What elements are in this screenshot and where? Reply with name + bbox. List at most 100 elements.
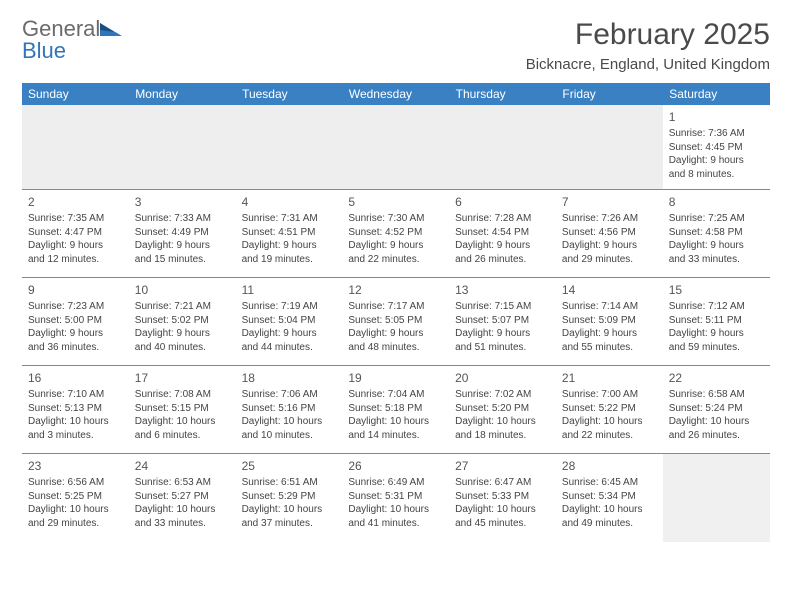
calendar-cell: 12Sunrise: 7:17 AMSunset: 5:05 PMDayligh… xyxy=(342,278,449,366)
dayname-wed: Wednesday xyxy=(342,83,449,105)
day1-text: Daylight: 10 hours xyxy=(135,503,230,517)
sunset-text: Sunset: 5:05 PM xyxy=(348,314,443,328)
calendar-row: 2 Sunrise: 7:35 AMSunset: 4:47 PM Daylight… xyxy=(22,190,770,278)
sunrise-text: Sunrise: 7:00 AM xyxy=(562,388,657,402)
day2-text: and 26 minutes. xyxy=(455,253,550,267)
day-number: 10 xyxy=(135,282,230,298)
calendar-cell: 9Sunrise: 7:23 AMSunset: 5:00 PMDaylight… xyxy=(22,278,129,366)
sunset-text: Sunset: 5:24 PM xyxy=(669,402,764,416)
sunrise-text: Sunrise: 6:51 AM xyxy=(242,476,337,490)
day-number: 20 xyxy=(455,370,550,386)
calendar-cell: 21Sunrise: 7:00 AMSunset: 5:22 PMDayligh… xyxy=(556,366,663,454)
day-number: 5 xyxy=(348,194,443,210)
page-title: February 2025 xyxy=(526,18,770,52)
calendar-cell: 11Sunrise: 7:19 AMSunset: 5:04 PMDayligh… xyxy=(236,278,343,366)
day1-text: Daylight: 10 hours xyxy=(242,503,337,517)
day1-text: Daylight: 9 hours xyxy=(455,327,550,341)
sunrise-text: Sunrise: 7:14 AM xyxy=(562,300,657,314)
day1-text: Daylight: 9 hours xyxy=(669,239,764,253)
day2-text: and 29 minutes. xyxy=(28,517,123,531)
day-number: 19 xyxy=(348,370,443,386)
calendar-table: Sunday Monday Tuesday Wednesday Thursday… xyxy=(22,83,770,542)
day1-text: Daylight: 10 hours xyxy=(562,415,657,429)
dayname-tue: Tuesday xyxy=(236,83,343,105)
day2-text: and 10 minutes. xyxy=(242,429,337,443)
dayname-sun: Sunday xyxy=(22,83,129,105)
day-number: 6 xyxy=(455,194,550,210)
day2-text: and 8 minutes. xyxy=(669,168,764,182)
logo-text: General Blue xyxy=(22,18,122,62)
day-number: 1 xyxy=(669,109,764,125)
calendar-cell: 14Sunrise: 7:14 AMSunset: 5:09 PMDayligh… xyxy=(556,278,663,366)
sunrise-text: Sunrise: 7:15 AM xyxy=(455,300,550,314)
day2-text: and 48 minutes. xyxy=(348,341,443,355)
day-number: 16 xyxy=(28,370,123,386)
day1-text: Daylight: 10 hours xyxy=(28,415,123,429)
day-number: 2 xyxy=(28,194,123,210)
day2-text: and 36 minutes. xyxy=(28,341,123,355)
dayname-thu: Thursday xyxy=(449,83,556,105)
day-number: 3 xyxy=(135,194,230,210)
sunrise-text: Sunrise: 7:21 AM xyxy=(135,300,230,314)
calendar-cell: 8Sunrise: 7:25 AMSunset: 4:58 PMDaylight… xyxy=(663,190,770,278)
sunrise-text: Sunrise: 7:33 AM xyxy=(135,212,230,226)
day2-text: and 44 minutes. xyxy=(242,341,337,355)
sunrise-text: Sunrise: 7:10 AM xyxy=(28,388,123,402)
sunset-text: Sunset: 4:54 PM xyxy=(455,226,550,240)
sunset-text: Sunset: 5:02 PM xyxy=(135,314,230,328)
calendar-cell xyxy=(449,105,556,190)
sunset-text: Sunset: 5:00 PM xyxy=(28,314,123,328)
dayname-mon: Monday xyxy=(129,83,236,105)
day2-text: and 33 minutes. xyxy=(669,253,764,267)
sunset-text: Sunset: 5:13 PM xyxy=(28,402,123,416)
dayname-fri: Friday xyxy=(556,83,663,105)
day-number: 28 xyxy=(562,458,657,474)
calendar-cell: 27Sunrise: 6:47 AMSunset: 5:33 PMDayligh… xyxy=(449,454,556,542)
sunset-text: Sunset: 5:18 PM xyxy=(348,402,443,416)
sunrise-text: Sunrise: 7:36 AM xyxy=(669,127,764,141)
day1-text: Daylight: 10 hours xyxy=(455,415,550,429)
calendar-cell: 16 Sunrise: 7:10 AMSunset: 5:13 PMDayligh… xyxy=(22,366,129,454)
calendar-cell: 2Sunrise: 7:35 AMSunset: 4:47 PMDaylight… xyxy=(22,190,129,278)
day1-text: Daylight: 10 hours xyxy=(242,415,337,429)
sunrise-text: Sunrise: 7:35 AM xyxy=(28,212,123,226)
sunrise-text: Sunrise: 7:28 AM xyxy=(455,212,550,226)
sunset-text: Sunset: 5:34 PM xyxy=(562,490,657,504)
calendar-cell: 20Sunrise: 7:02 AMSunset: 5:20 PMDayligh… xyxy=(449,366,556,454)
day-number: 4 xyxy=(242,194,337,210)
day-number: 23 xyxy=(28,458,123,474)
calendar-cell: 25Sunrise: 6:51 AMSunset: 5:29 PMDayligh… xyxy=(236,454,343,542)
sunrise-text: Sunrise: 7:17 AM xyxy=(348,300,443,314)
sunrise-text: Sunrise: 7:06 AM xyxy=(242,388,337,402)
sunset-text: Sunset: 5:15 PM xyxy=(135,402,230,416)
day1-text: Daylight: 9 hours xyxy=(562,239,657,253)
day-number: 22 xyxy=(669,370,764,386)
day1-text: Daylight: 10 hours xyxy=(562,503,657,517)
day-number: 15 xyxy=(669,282,764,298)
day1-text: Daylight: 9 hours xyxy=(135,327,230,341)
day2-text: and 49 minutes. xyxy=(562,517,657,531)
day-number: 17 xyxy=(135,370,230,386)
day1-text: Daylight: 10 hours xyxy=(669,415,764,429)
calendar-cell: 18Sunrise: 7:06 AMSunset: 5:16 PMDayligh… xyxy=(236,366,343,454)
sunrise-text: Sunrise: 7:26 AM xyxy=(562,212,657,226)
calendar-cell xyxy=(236,105,343,190)
day1-text: Daylight: 10 hours xyxy=(455,503,550,517)
sunset-text: Sunset: 5:29 PM xyxy=(242,490,337,504)
sunset-text: Sunset: 4:47 PM xyxy=(28,226,123,240)
calendar-cell: 19Sunrise: 7:04 AMSunset: 5:18 PMDayligh… xyxy=(342,366,449,454)
day-number: 12 xyxy=(348,282,443,298)
sunset-text: Sunset: 5:04 PM xyxy=(242,314,337,328)
day1-text: Daylight: 9 hours xyxy=(455,239,550,253)
sunrise-text: Sunrise: 6:47 AM xyxy=(455,476,550,490)
sunset-text: Sunset: 5:09 PM xyxy=(562,314,657,328)
day1-text: Daylight: 9 hours xyxy=(348,239,443,253)
calendar-row: 9Sunrise: 7:23 AMSunset: 5:00 PMDaylight… xyxy=(22,278,770,366)
dayname-row: Sunday Monday Tuesday Wednesday Thursday… xyxy=(22,83,770,105)
sunset-text: Sunset: 5:11 PM xyxy=(669,314,764,328)
day1-text: Daylight: 10 hours xyxy=(28,503,123,517)
logo-mark-icon xyxy=(100,20,122,36)
sunset-text: Sunset: 4:56 PM xyxy=(562,226,657,240)
calendar-cell: 15Sunrise: 7:12 AMSunset: 5:11 PMDayligh… xyxy=(663,278,770,366)
calendar-cell: 28Sunrise: 6:45 AMSunset: 5:34 PMDayligh… xyxy=(556,454,663,542)
